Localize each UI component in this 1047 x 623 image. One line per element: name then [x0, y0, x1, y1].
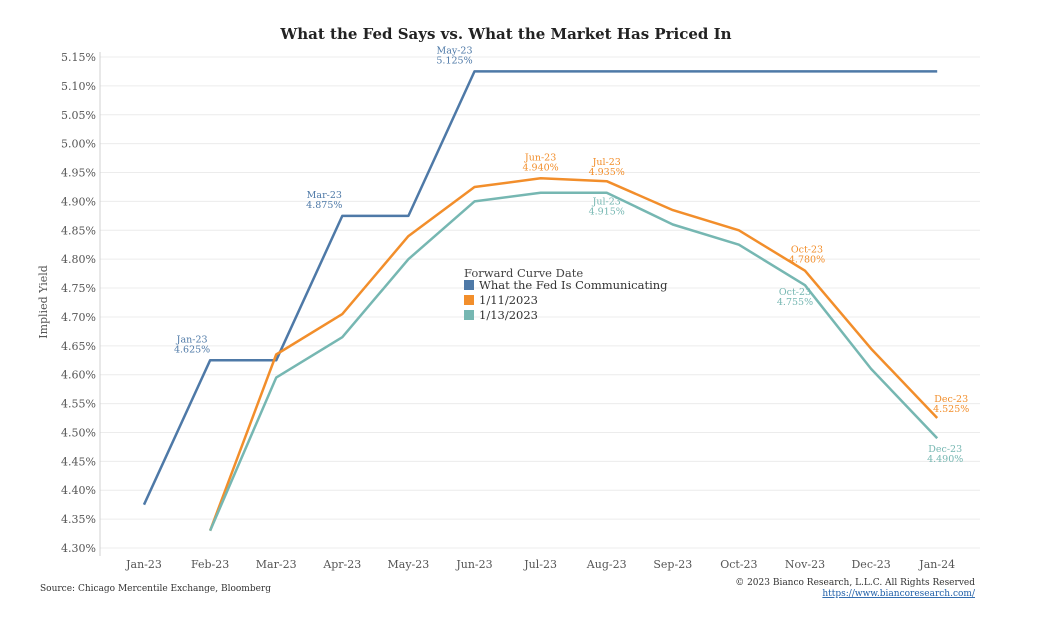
y-axis-label: Implied Yield [37, 265, 50, 339]
x-tick-label: Nov-23 [785, 558, 825, 571]
y-tick-label: 4.95% [61, 167, 96, 180]
y-tick-label: 4.30% [61, 542, 96, 555]
y-tick-label: 4.65% [61, 340, 96, 353]
legend-swatch [464, 295, 474, 305]
y-axis: 4.30% 4.35% 4.40% 4.45% 4.50% 4.55% 4.60% 4.65%… [61, 51, 96, 555]
y-tick-label: 5.10% [61, 80, 96, 93]
annotation-value: 4.875% [306, 200, 342, 211]
annotation-value: 4.490% [927, 454, 963, 465]
website-link[interactable]: https://www.biancoresearch.com/ [822, 589, 976, 599]
annotation-value: 4.915% [589, 207, 625, 218]
x-tick-label: Feb-23 [191, 558, 229, 571]
annotation-value: 4.780% [789, 255, 825, 266]
annotation-label: May-23 [436, 45, 472, 56]
y-tick-label: 5.05% [61, 109, 96, 122]
chart-title: What the Fed Says vs. What the Market Ha… [279, 25, 731, 43]
annotations: Jan-234.625% Mar-234.875% May-235.125% Jun-… [174, 45, 969, 465]
x-tick-label: Jun-23 [455, 558, 492, 571]
y-tick-label: 4.75% [61, 282, 96, 295]
y-tick-label: 5.15% [61, 51, 96, 64]
x-tick-label: Oct-23 [720, 558, 757, 571]
x-tick-label: Jan-23 [125, 558, 162, 571]
series-lines [142, 70, 939, 532]
x-tick-label: Jan-24 [918, 558, 955, 571]
annotation-label: Oct-23 [791, 245, 823, 256]
annotation-label: Jul-23 [592, 197, 621, 208]
source-note: Source: Chicago Mercentile Exchange, Blo… [40, 584, 271, 594]
legend-swatch [464, 280, 474, 290]
x-tick-label: Dec-23 [851, 558, 890, 571]
x-tick-label: Aug-23 [586, 558, 627, 571]
legend-title: Forward Curve Date [464, 266, 583, 280]
legend: Forward Curve Date What the Fed Is Commu… [464, 266, 668, 322]
y-tick-label: 4.85% [61, 224, 96, 237]
legend-label: 1/13/2023 [479, 308, 538, 322]
y-tick-label: 4.60% [61, 369, 96, 382]
y-tick-label: 4.80% [61, 253, 96, 266]
x-tick-label: Sep-23 [653, 558, 692, 571]
x-axis: Jan-23 Feb-23 Mar-23 Apr-23 May-23 Jun-23 Jul-… [125, 558, 955, 571]
annotation-value: 4.935% [589, 167, 625, 178]
x-tick-label: Jul-23 [523, 558, 557, 571]
annotation-value: 5.125% [436, 55, 472, 66]
y-tick-label: 4.40% [61, 484, 96, 497]
annotation-value: 4.755% [777, 297, 813, 308]
annotation-label: Jan-23 [176, 334, 208, 345]
x-tick-label: Apr-23 [322, 558, 361, 571]
annotation-value: 4.625% [174, 344, 210, 355]
annotation-label: Oct-23 [779, 287, 811, 298]
legend-label: 1/11/2023 [479, 293, 538, 307]
annotation-value: 4.940% [522, 162, 558, 173]
y-tick-label: 4.55% [61, 398, 96, 411]
annotation-label: Jun-23 [524, 152, 556, 163]
annotation-label: Dec-23 [928, 444, 962, 455]
annotation-label: Mar-23 [307, 190, 342, 201]
y-tick-label: 4.45% [61, 455, 96, 468]
annotation-label: Jul-23 [592, 157, 621, 168]
y-tick-label: 4.50% [61, 426, 96, 439]
legend-swatch [464, 310, 474, 320]
annotation-label: Dec-23 [934, 394, 968, 405]
series-line-1 [208, 177, 939, 532]
x-tick-label: Mar-23 [256, 558, 297, 571]
series-line-0 [142, 70, 938, 506]
grid [99, 52, 980, 556]
x-tick-label: May-23 [388, 558, 430, 571]
legend-label: What the Fed Is Communicating [479, 278, 668, 292]
series-line-2 [208, 191, 939, 532]
y-tick-label: 5.00% [61, 138, 96, 151]
annotation-value: 4.525% [933, 404, 969, 415]
copyright-note: © 2023 Bianco Research, L.L.C. All Right… [735, 578, 975, 588]
y-tick-label: 4.70% [61, 311, 96, 324]
y-tick-label: 4.35% [61, 513, 96, 526]
y-tick-label: 4.90% [61, 195, 96, 208]
